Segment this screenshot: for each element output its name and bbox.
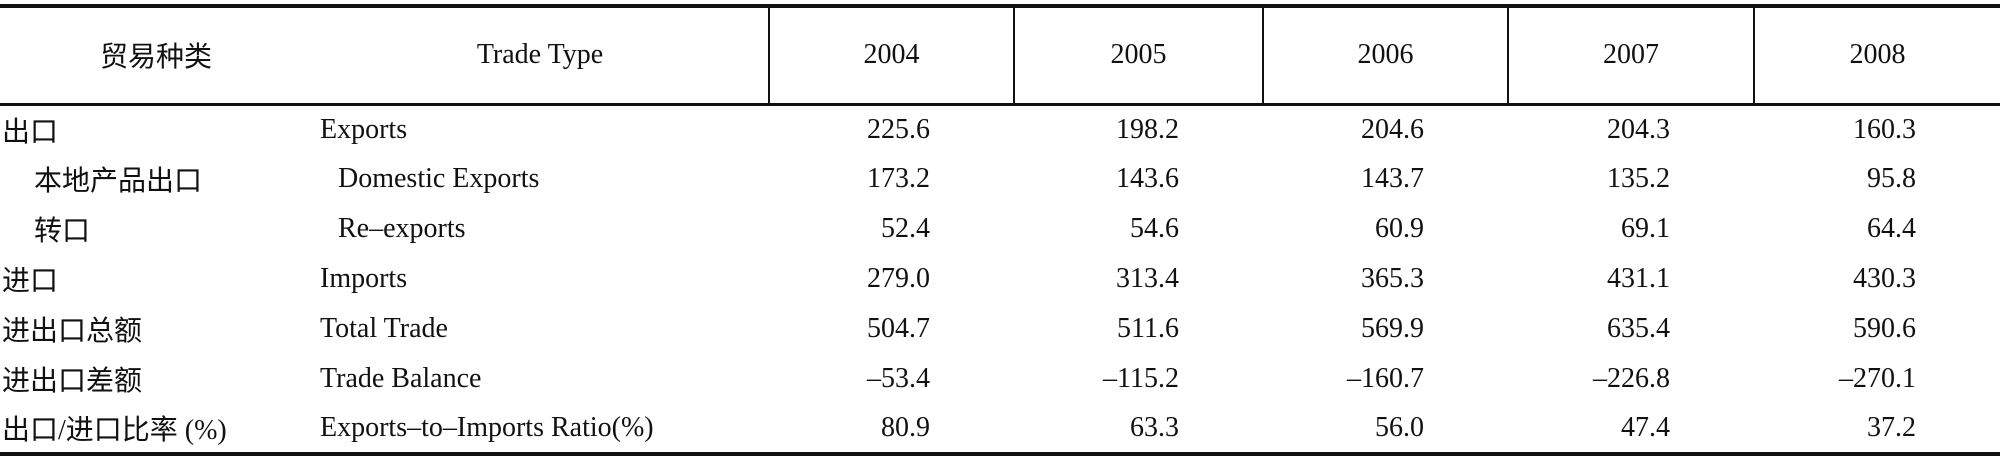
value-cell: 504.7 <box>867 313 930 344</box>
table-row: 进口 Imports 279.0 313.4 365.3 431.1 430.3 <box>0 254 2000 304</box>
value-cell: 204.6 <box>1361 113 1424 145</box>
table-row: 出口 Exports 225.6 198.2 204.6 204.3 160.3 <box>0 104 2000 154</box>
chinese-label: 进出口差额 <box>2 366 143 397</box>
value-cell: –270.1 <box>1839 363 1916 394</box>
value-cell: 225.6 <box>867 113 930 145</box>
value-cell: 54.6 <box>1130 213 1179 244</box>
value-cell: 204.3 <box>1607 113 1670 145</box>
value-cell: 63.3 <box>1130 412 1179 443</box>
english-label: Domestic Exports <box>338 163 540 194</box>
value-cell: –53.4 <box>867 363 930 394</box>
value-cell: 365.3 <box>1361 263 1424 294</box>
value-cell: 279.0 <box>867 263 930 294</box>
value-cell: 37.2 <box>1867 412 1916 443</box>
value-cell: 135.2 <box>1607 163 1670 194</box>
value-cell: –115.2 <box>1103 363 1179 394</box>
header-row: 贸易种类 Trade Type 2004 2005 2006 2007 2008 <box>0 6 2000 104</box>
value-cell: –160.7 <box>1347 363 1424 394</box>
table-row: 本地产品出口 Domestic Exports 173.2 143.6 143.7 135… <box>0 154 2000 204</box>
header-cell: 2008 <box>1753 6 2000 104</box>
english-label: Imports <box>320 263 408 294</box>
table-header: 贸易种类 Trade Type 2004 2005 2006 2007 2008 <box>0 6 2000 104</box>
chinese-label: 出口/进口比率 (%) <box>2 415 227 446</box>
header-cell: 2007 <box>1507 6 1754 104</box>
value-cell: 173.2 <box>867 163 930 194</box>
value-cell: 80.9 <box>881 412 930 443</box>
value-cell: 198.2 <box>1116 113 1179 145</box>
header-cell: Trade Type <box>476 39 604 71</box>
chinese-label: 进口 <box>2 266 59 297</box>
value-cell: 313.4 <box>1116 263 1179 294</box>
value-cell: 431.1 <box>1607 263 1670 294</box>
english-label: Re–exports <box>338 213 466 244</box>
value-cell: 95.8 <box>1867 163 1916 194</box>
header-cell: 2004 <box>768 6 1014 104</box>
value-cell: 47.4 <box>1621 412 1670 443</box>
value-cell: 52.4 <box>881 213 930 244</box>
table-row: 进出口差额 Trade Balance –53.4 –115.2 –160.7 –226.… <box>0 354 2000 404</box>
english-label: Total Trade <box>320 313 448 344</box>
header-cell: 贸易种类 <box>99 42 212 74</box>
header-cell: 2005 <box>1013 6 1263 104</box>
value-cell: 635.4 <box>1607 313 1670 344</box>
chinese-label: 转口 <box>34 216 91 247</box>
chinese-label: 本地产品出口 <box>34 166 203 197</box>
table-body: 出口 Exports 225.6 198.2 204.6 204.3 160.3 本地产品出口… <box>0 104 2000 454</box>
value-cell: 511.6 <box>1117 313 1179 344</box>
english-label: Exports <box>320 113 408 145</box>
chinese-label: 出口 <box>2 116 59 148</box>
value-cell: –226.8 <box>1593 363 1670 394</box>
value-cell: 430.3 <box>1853 263 1916 294</box>
table-row: 转口 Re–exports 52.4 54.6 60.9 69.1 64.4 <box>0 204 2000 254</box>
trade-table: 贸易种类 Trade Type 2004 2005 2006 2007 2008 出口 Exp… <box>0 4 2000 456</box>
header-cell: 2006 <box>1262 6 1508 104</box>
value-cell: 69.1 <box>1621 213 1670 244</box>
value-cell: 590.6 <box>1853 313 1916 344</box>
value-cell: 60.9 <box>1375 213 1424 244</box>
value-cell: 56.0 <box>1375 412 1424 443</box>
english-label: Exports–to–Imports Ratio(%) <box>320 412 654 443</box>
value-cell: 160.3 <box>1853 113 1916 145</box>
value-cell: 143.6 <box>1116 163 1179 194</box>
chinese-label: 进出口总额 <box>2 316 143 347</box>
value-cell: 64.4 <box>1867 213 1916 244</box>
english-label: Trade Balance <box>320 363 482 394</box>
value-cell: 143.7 <box>1361 163 1424 194</box>
value-cell: 569.9 <box>1361 313 1424 344</box>
table-row: 进出口总额 Total Trade 504.7 511.6 569.9 635.4 590.… <box>0 304 2000 354</box>
page: 贸易种类 Trade Type 2004 2005 2006 2007 2008 出口 Exp… <box>0 4 2000 459</box>
table-row: 出口/进口比率 (%) Exports–to–Imports Ratio(%) 80… <box>0 404 2000 454</box>
